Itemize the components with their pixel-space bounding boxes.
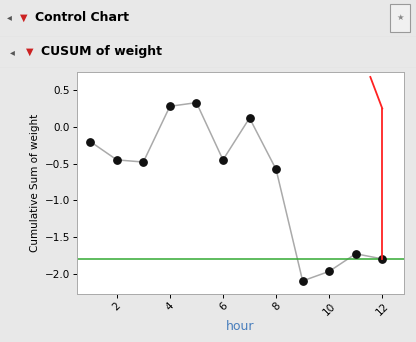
Point (273, 167, 280, 172)
Point (140, 159, 147, 165)
Text: ★: ★ (396, 13, 404, 22)
Text: CUSUM of weight: CUSUM of weight (41, 45, 162, 58)
Point (352, 251, 359, 256)
Point (87, 139, 94, 144)
Point (379, 256, 386, 262)
X-axis label: hour: hour (226, 320, 255, 333)
Text: ▼: ▼ (26, 47, 33, 57)
Point (299, 278, 306, 284)
Text: ◂: ◂ (7, 13, 12, 23)
Point (114, 157, 120, 162)
Text: Control Chart: Control Chart (35, 11, 129, 24)
Point (193, 100, 200, 105)
Text: ◂: ◂ (10, 47, 15, 57)
Point (326, 268, 332, 274)
Point (246, 115, 253, 121)
Text: ▼: ▼ (20, 13, 27, 23)
Point (220, 157, 226, 162)
Y-axis label: Cumulative Sum of weight: Cumulative Sum of weight (30, 114, 40, 252)
Point (166, 104, 173, 109)
FancyBboxPatch shape (390, 4, 410, 32)
